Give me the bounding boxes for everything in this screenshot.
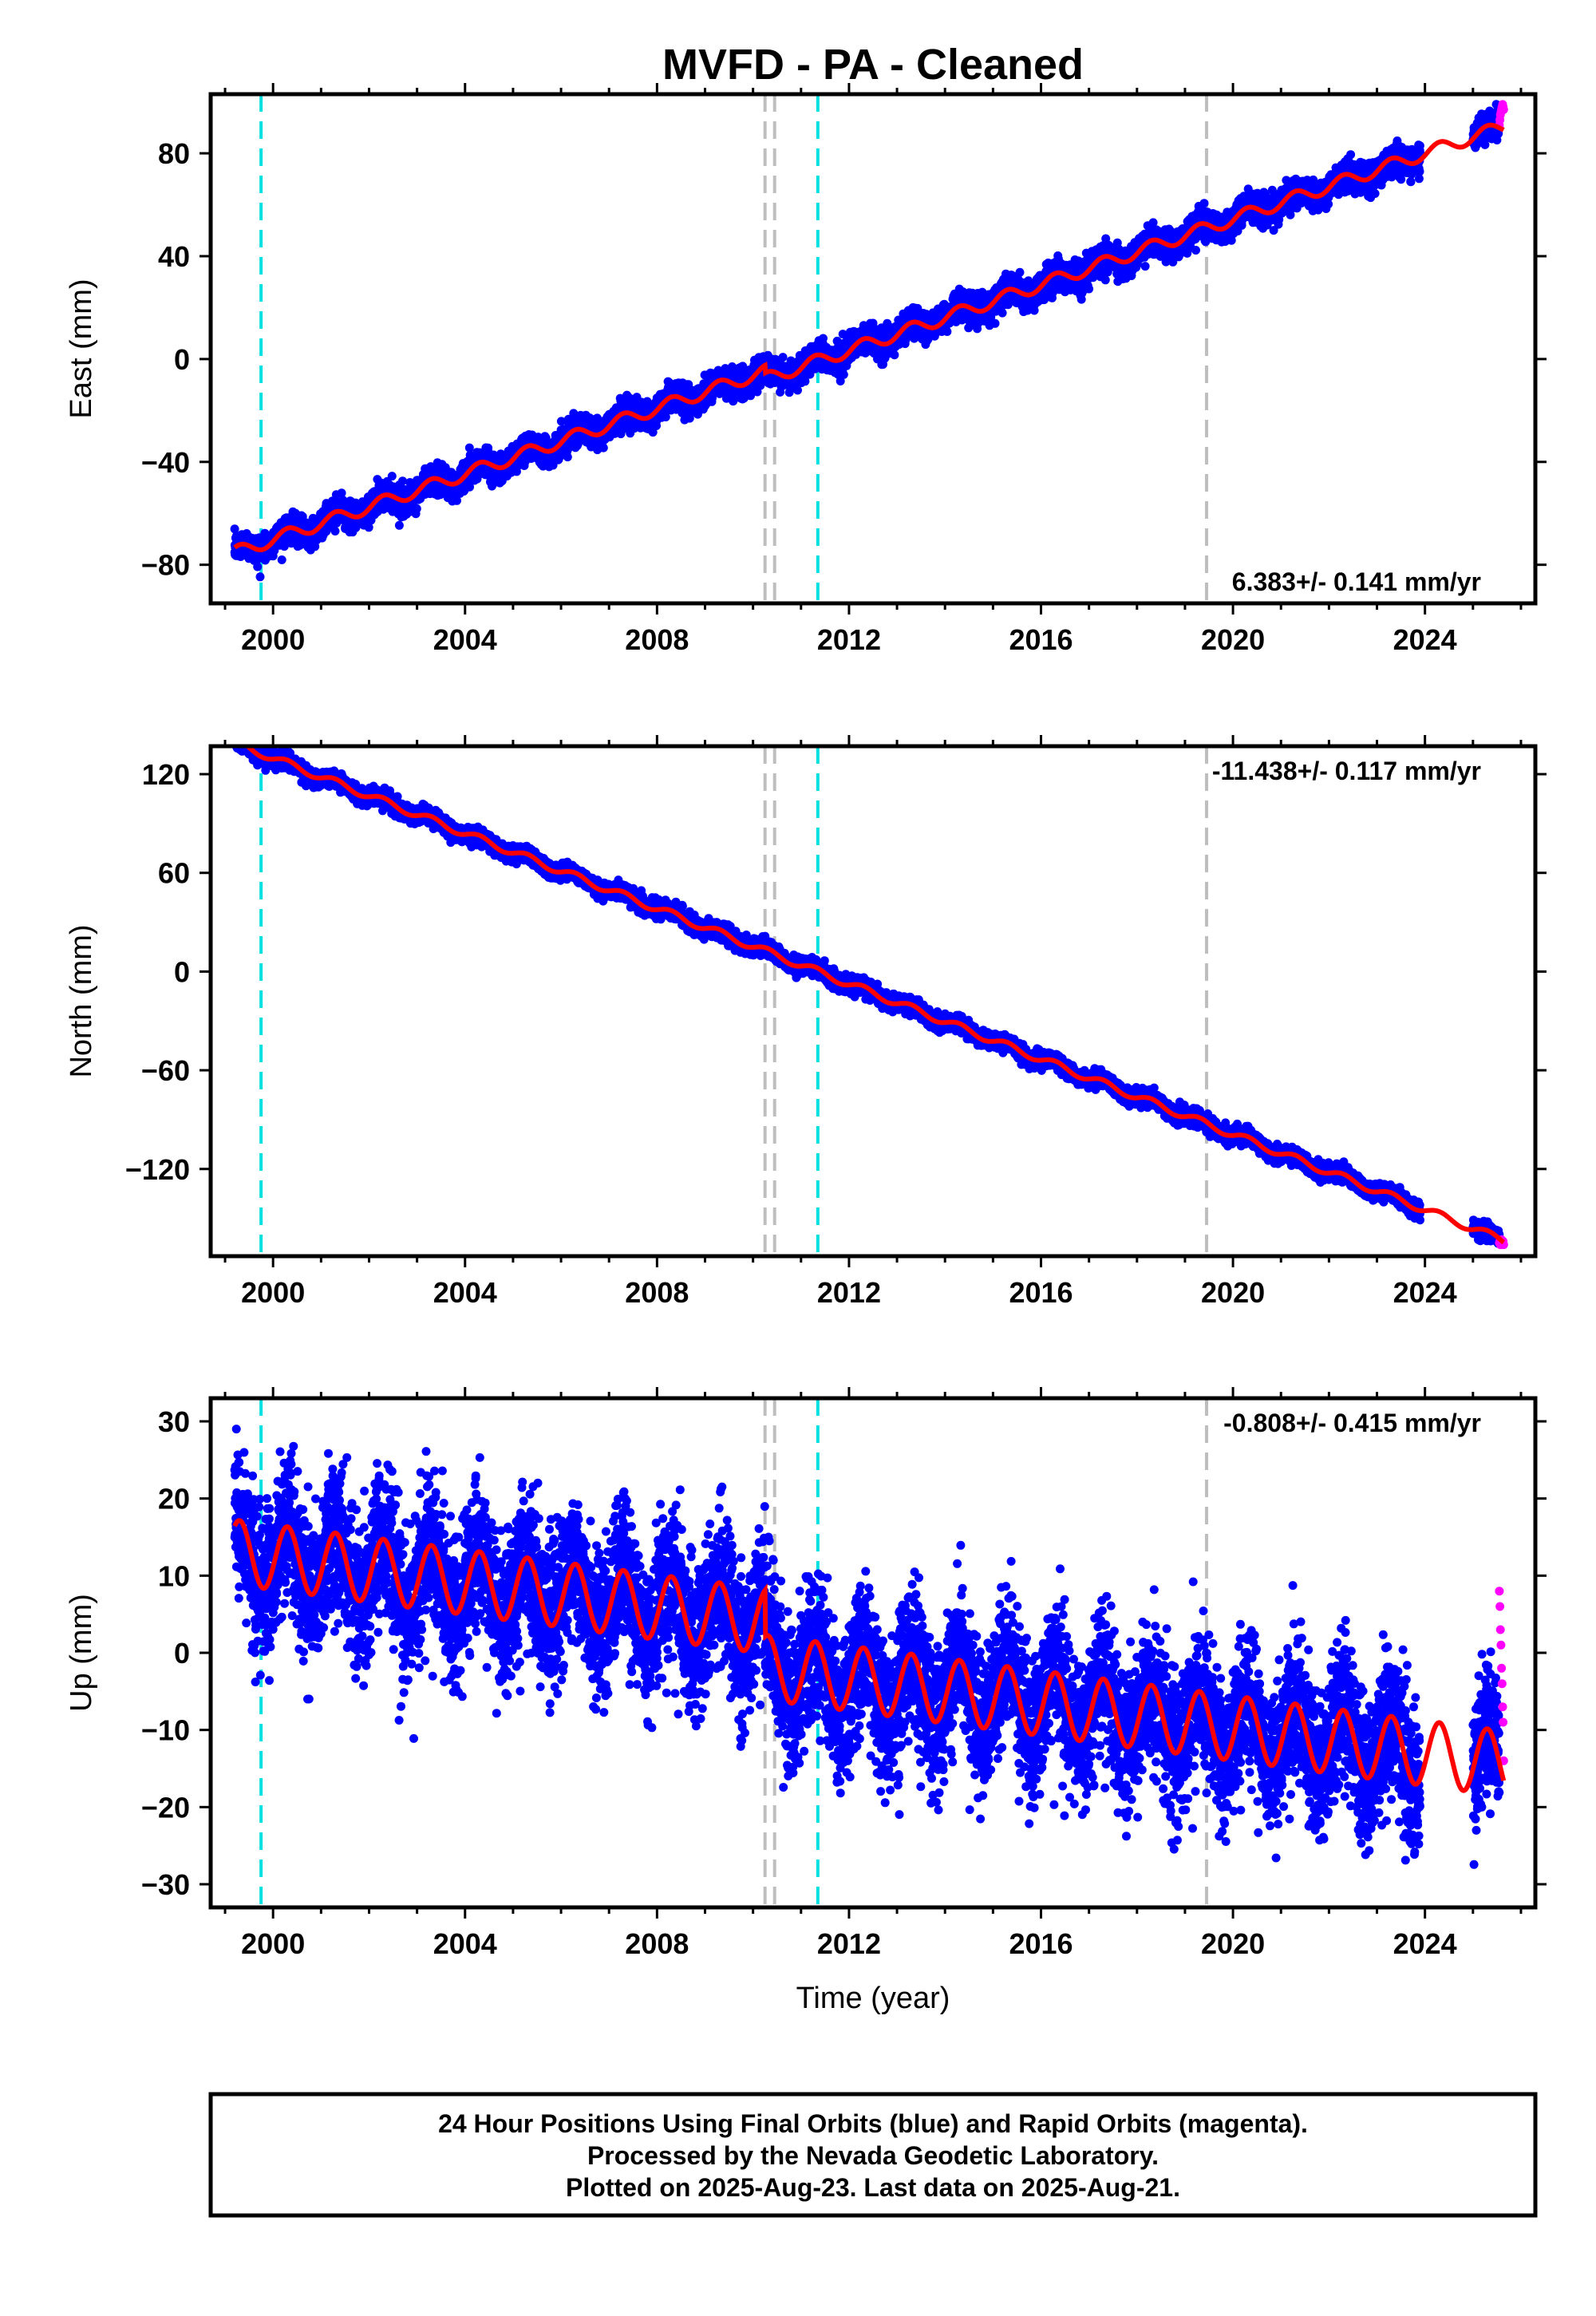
- final-orbit-point: [394, 520, 404, 530]
- final-orbit-point: [330, 527, 340, 536]
- final-orbit-point: [398, 476, 407, 486]
- final-orbit-point: [839, 370, 848, 379]
- final-orbit-point: [598, 443, 608, 453]
- final-orbit-point: [778, 353, 788, 362]
- figure-title: MVFD - PA - Cleaned: [662, 41, 1084, 89]
- panels-group: 2000 2004 2008 2012 2016 2020 2024−80−4004080E…: [65, 83, 1547, 1960]
- final-orbit-point: [387, 472, 397, 481]
- final-orbit-point: [253, 562, 263, 571]
- final-orbit-point: [230, 524, 239, 534]
- final-orbit-point: [255, 572, 265, 582]
- final-orbit-point: [277, 555, 286, 564]
- final-orbit-point: [563, 453, 572, 462]
- east-panel: 2000 2004 2008 2012 2016 2020 2024−80−4004080E…: [65, 83, 1547, 656]
- final-orbit-point: [279, 542, 289, 551]
- final-orbit-point: [819, 334, 828, 343]
- final-orbit-point: [412, 504, 421, 513]
